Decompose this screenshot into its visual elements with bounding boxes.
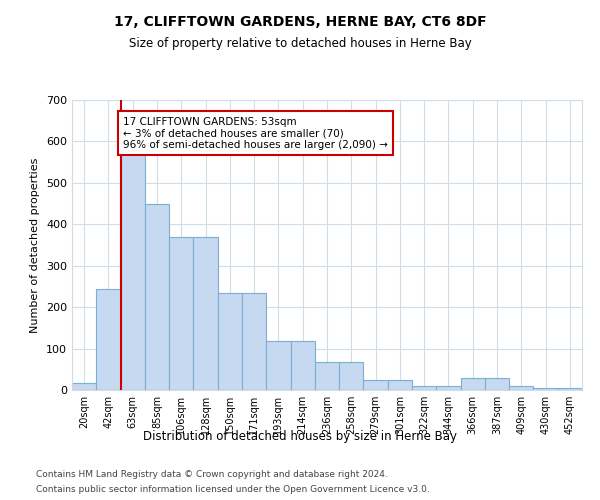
Bar (364, 380, 388, 390)
Bar (485, 378, 509, 390)
Bar (290, 341, 315, 390)
Bar (315, 362, 339, 390)
Bar (461, 378, 485, 390)
Y-axis label: Number of detached properties: Number of detached properties (31, 158, 40, 332)
Text: Contains HM Land Registry data © Crown copyright and database right 2024.: Contains HM Land Registry data © Crown c… (36, 470, 388, 479)
Bar (218, 292, 242, 390)
Bar (509, 386, 533, 390)
Bar (72, 382, 96, 390)
Bar (558, 388, 582, 390)
Bar (193, 236, 218, 390)
Text: Contains public sector information licensed under the Open Government Licence v3: Contains public sector information licen… (36, 485, 430, 494)
Bar (266, 341, 290, 390)
Text: Distribution of detached houses by size in Herne Bay: Distribution of detached houses by size … (143, 430, 457, 443)
Bar (339, 362, 364, 390)
Bar (242, 292, 266, 390)
Text: 17, CLIFFTOWN GARDENS, HERNE BAY, CT6 8DF: 17, CLIFFTOWN GARDENS, HERNE BAY, CT6 8D… (113, 15, 487, 29)
Bar (96, 288, 121, 390)
Bar (169, 236, 193, 390)
Bar (121, 146, 145, 390)
Bar (533, 388, 558, 390)
Text: 17 CLIFFTOWN GARDENS: 53sqm
← 3% of detached houses are smaller (70)
96% of semi: 17 CLIFFTOWN GARDENS: 53sqm ← 3% of deta… (123, 116, 388, 150)
Bar (388, 380, 412, 390)
Bar (412, 386, 436, 390)
Bar (436, 386, 461, 390)
Text: Size of property relative to detached houses in Herne Bay: Size of property relative to detached ho… (128, 38, 472, 51)
Bar (145, 204, 169, 390)
